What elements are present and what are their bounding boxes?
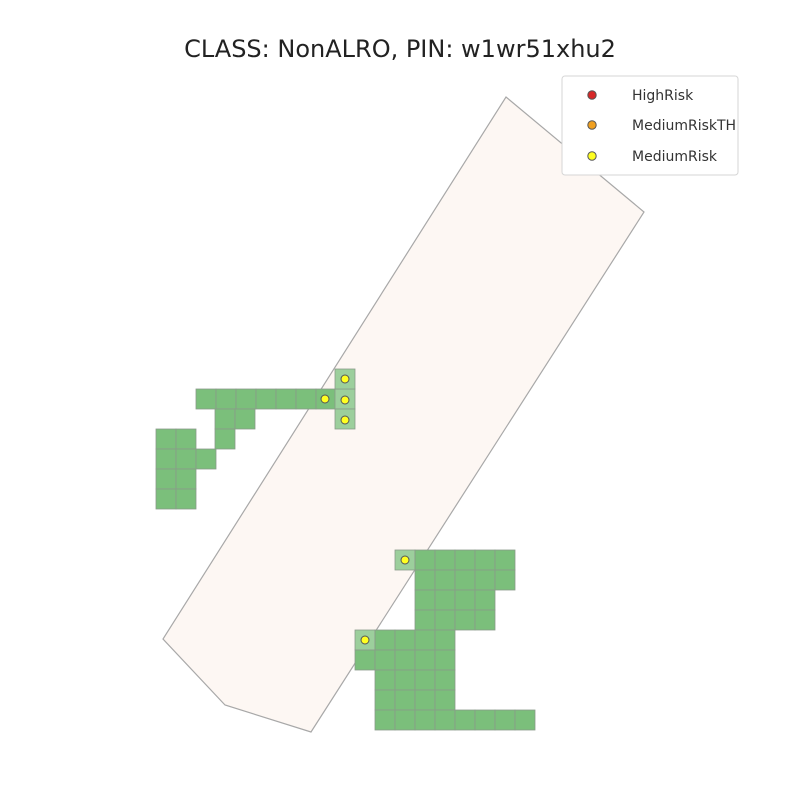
legend-highrisk-label: HighRisk [632,88,694,104]
grid-cell [454,609,476,631]
grid-cell [214,428,236,450]
grid-cell [474,549,496,571]
mediumrisk-point [340,415,350,425]
grid-cell [155,448,177,470]
grid-cell [514,709,536,731]
grid-cell [454,549,476,571]
grid-cell [414,649,436,671]
parcel-boundary [162,96,645,733]
grid-cell [234,408,256,430]
grid-cell [414,629,436,651]
grid-cell [394,709,416,731]
grid-cell [494,709,516,731]
grid-cell [474,589,496,611]
grid-cell [394,629,416,651]
legend: HighRisk MediumRiskTH MediumRisk [561,75,739,176]
grid-cell [474,709,496,731]
grid-cell [434,609,456,631]
grid-cell [374,669,396,691]
grid-cell [434,669,456,691]
grid-cell [235,388,257,410]
grid-cell [414,569,436,591]
grid-cell [275,388,297,410]
legend-highrisk-marker [587,90,597,100]
legend-frame [561,75,739,176]
grid-cell [474,609,496,631]
legend-mediumrisk-marker [587,151,597,161]
grid-cell [215,388,237,410]
mediumrisk-point [340,374,350,384]
grid-cell [175,488,197,510]
risk-points-layer [320,374,410,645]
legend-mediumriskth-label: MediumRiskTH [632,118,736,134]
grid-cell [434,689,456,711]
grid-cell [454,589,476,611]
grid-cell [374,629,396,651]
grid-cell [394,649,416,671]
grid-cell [414,669,436,691]
grid-cell [434,709,456,731]
grid-cell [414,549,436,571]
grid-cells-layer [155,368,536,731]
grid-cell [434,589,456,611]
grid-cell [175,428,197,450]
grid-cell [374,649,396,671]
mediumrisk-point [320,394,330,404]
grid-cell [474,569,496,591]
grid-cell [434,569,456,591]
grid-cell [155,468,177,490]
grid-cell [155,428,177,450]
grid-cell [195,388,217,410]
grid-cell [175,468,197,490]
mediumrisk-point [400,555,410,565]
legend-mediumrisk-label: MediumRisk [632,149,718,165]
grid-cell [434,629,456,651]
map-title: CLASS: NonALRO, PIN: w1wr51xhu2 [184,35,616,63]
grid-cell [374,709,396,731]
grid-cell [454,569,476,591]
grid-cell [214,408,236,430]
grid-cell [414,689,436,711]
grid-cell [414,589,436,611]
grid-cell [195,448,217,470]
grid-cell [434,649,456,671]
grid-cell [354,649,376,671]
mediumrisk-point [340,395,350,405]
grid-cell [434,549,456,571]
grid-cell [494,549,516,571]
grid-cell [155,488,177,510]
grid-cell [295,388,317,410]
grid-cell [454,709,476,731]
legend-mediumriskth-marker [587,120,597,130]
grid-cell [414,609,436,631]
grid-cell [494,569,516,591]
grid-cell [374,689,396,711]
grid-cell [414,709,436,731]
grid-cell [255,388,277,410]
grid-cell [394,689,416,711]
grid-cell [394,669,416,691]
mediumrisk-point [360,635,370,645]
grid-cell [175,448,197,470]
